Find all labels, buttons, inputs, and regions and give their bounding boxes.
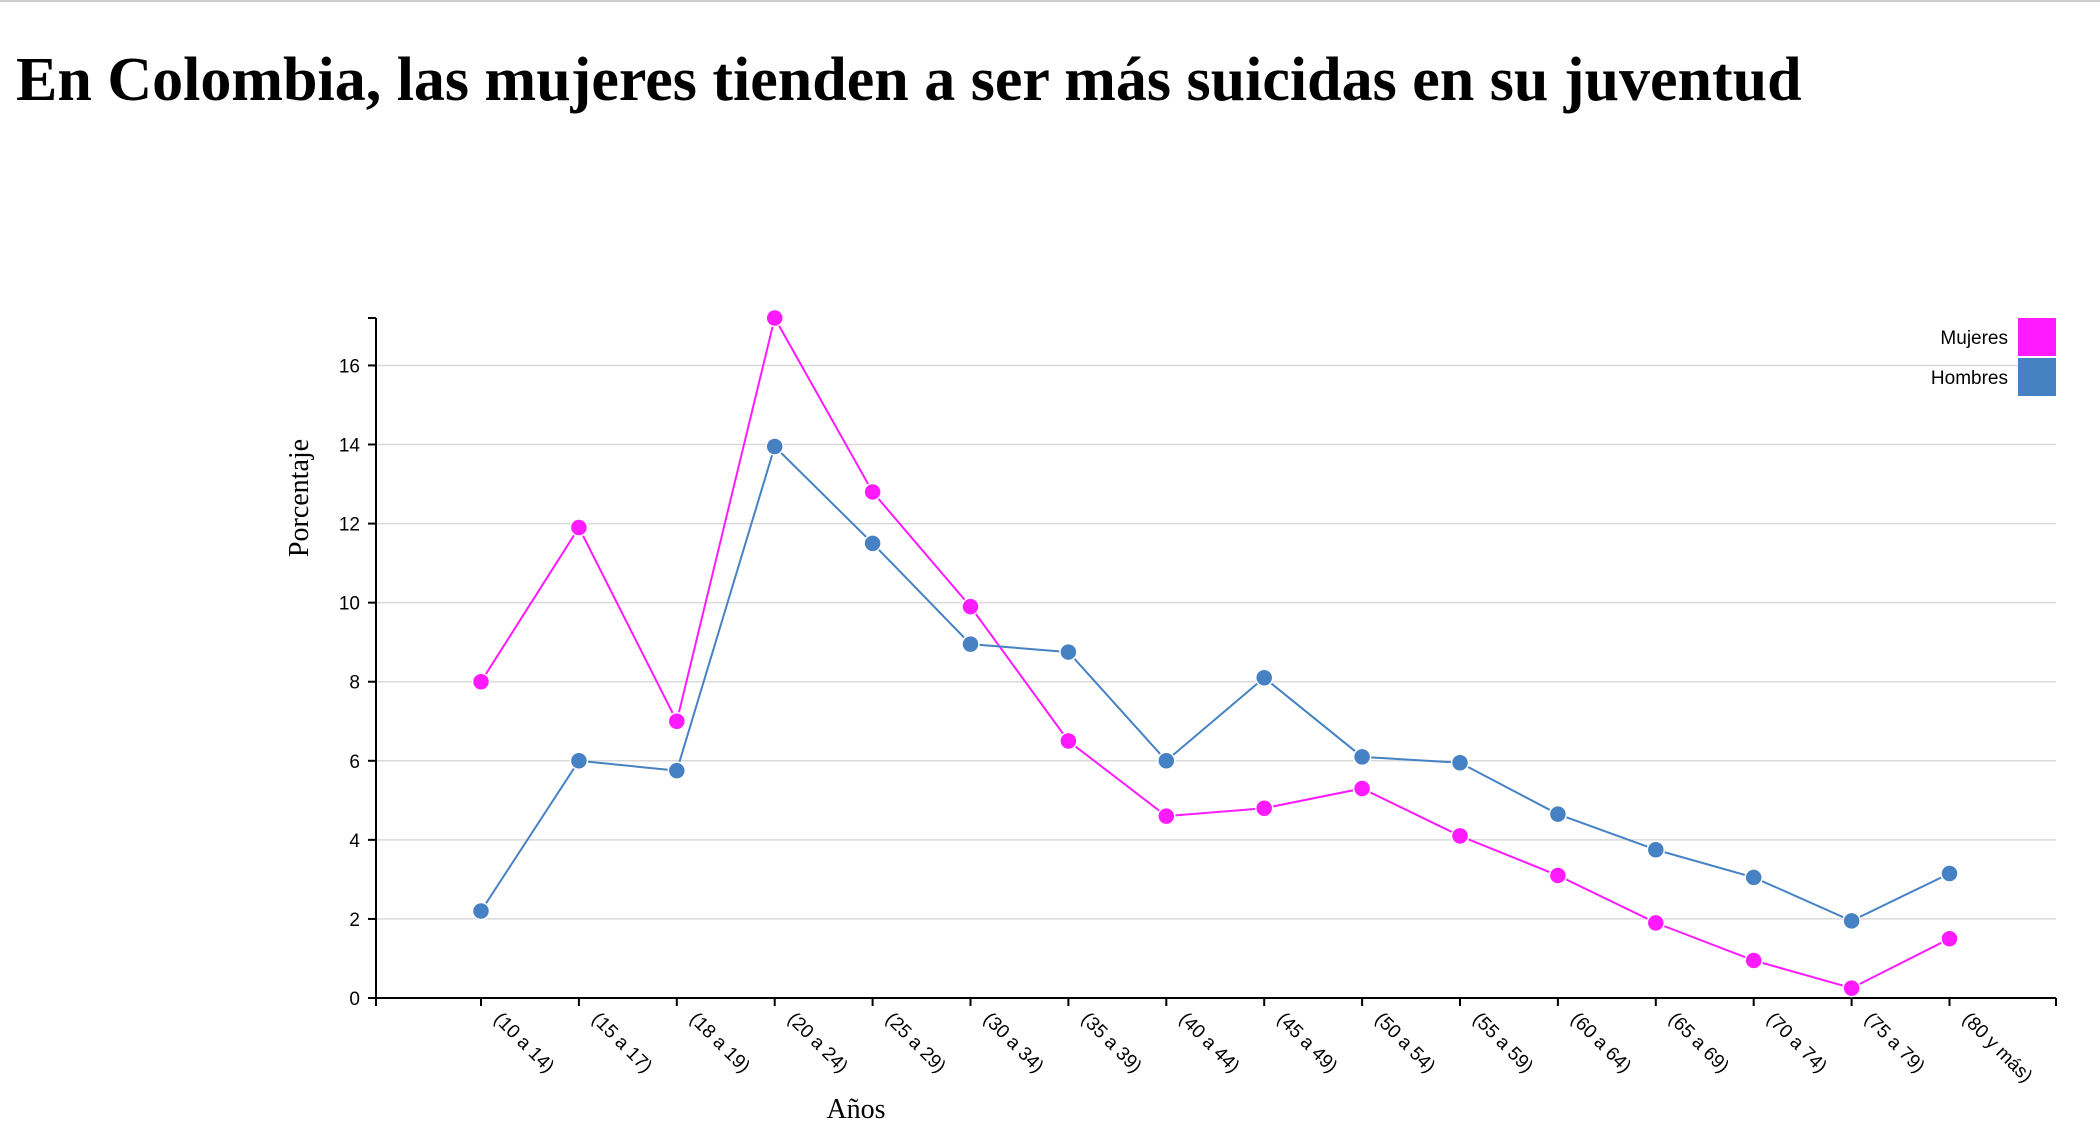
y-tick-label: 4 (349, 831, 360, 852)
series-group (471, 308, 1959, 998)
y-tick-label: 14 (339, 436, 361, 457)
data-point-hombres (1744, 868, 1763, 887)
x-tick-label: (30 a 34) (979, 1009, 1048, 1078)
data-point-hombres (1059, 642, 1078, 662)
gridlines (376, 364, 2056, 920)
data-point-mujeres (1450, 826, 1470, 846)
x-tick-label: (60 a 64) (1566, 1009, 1635, 1078)
data-point-mujeres (765, 308, 784, 328)
x-tick-label: (15 a 17) (587, 1009, 656, 1078)
y-tick-label: 10 (339, 594, 360, 615)
data-point-mujeres (1157, 806, 1176, 826)
data-point-mujeres (1646, 913, 1666, 933)
x-tick-label: (40 a 44) (1175, 1009, 1244, 1078)
x-tick-label: (70 a 74) (1762, 1009, 1831, 1078)
data-point-mujeres (961, 597, 980, 616)
data-point-mujeres (1352, 779, 1372, 798)
data-point-hombres (1940, 864, 1959, 883)
data-point-hombres (765, 437, 784, 456)
x-tick-label: (45 a 49) (1273, 1009, 1342, 1078)
data-point-hombres (1450, 753, 1470, 773)
y-tick-label: 6 (349, 752, 360, 773)
series-line-mujeres (480, 315, 1950, 990)
legend-label-mujeres: Mujeres (1940, 328, 2008, 349)
x-tick-label: (80 y más) (1958, 1009, 2036, 1087)
x-tick-label: (55 a 59) (1468, 1009, 1537, 1078)
y-axis-title: Porcentaje (284, 439, 315, 557)
data-point-hombres (1352, 747, 1372, 767)
data-point-mujeres (863, 482, 882, 502)
page-title: En Colombia, las mujeres tienden a ser m… (16, 46, 1802, 114)
data-point-mujeres (569, 518, 589, 537)
series-line-hombres (480, 444, 1950, 923)
legend: Mujeres Hombres (1931, 318, 2056, 396)
legend-label-hombres: Hombres (1931, 368, 2008, 389)
legend-swatch-hombres (2018, 358, 2056, 396)
data-point-mujeres (1940, 929, 1959, 948)
y-tick-label: 16 (339, 356, 360, 377)
x-tick-label: (25 a 29) (881, 1009, 950, 1078)
data-point-hombres (863, 534, 882, 553)
data-point-hombres (1842, 911, 1861, 931)
data-point-mujeres (1842, 978, 1861, 998)
data-point-hombres (667, 761, 687, 780)
legend-swatch-mujeres (2018, 318, 2056, 356)
x-axis: (10 a 14) (15 a 17) (18 a 19) (20 a 24) (25 … (375, 997, 2057, 1087)
data-point-hombres (1157, 751, 1176, 771)
y-tick-label: 2 (349, 910, 360, 931)
x-tick-label: (10 a 14) (489, 1009, 558, 1078)
data-point-mujeres (667, 712, 687, 731)
data-point-hombres (471, 901, 491, 921)
x-tick-label: (18 a 19) (685, 1009, 754, 1078)
y-tick-label: 8 (349, 673, 360, 694)
x-axis-title: Años (826, 1094, 885, 1125)
data-point-mujeres (1059, 731, 1078, 751)
x-tick-label: (20 a 24) (783, 1009, 852, 1078)
data-point-hombres (961, 634, 980, 654)
x-tick-label: (35 a 39) (1077, 1009, 1146, 1078)
x-tick-label: (75 a 79) (1860, 1009, 1929, 1078)
y-tick-label: 0 (349, 989, 360, 1010)
data-point-hombres (1254, 668, 1274, 688)
top-divider (0, 0, 2100, 2)
data-point-mujeres (1744, 951, 1763, 970)
x-tick-label: (50 a 54) (1371, 1009, 1440, 1078)
data-point-mujeres (1548, 866, 1568, 885)
y-axis: 0 2 4 6 8 10 12 14 16 (339, 317, 377, 1010)
data-point-hombres (1646, 840, 1666, 859)
y-tick-label: 12 (339, 515, 360, 536)
data-point-hombres (1548, 804, 1568, 824)
data-point-mujeres (1254, 798, 1274, 818)
data-point-hombres (569, 751, 589, 771)
x-tick-label: (65 a 69) (1664, 1009, 1733, 1078)
data-point-mujeres (471, 672, 491, 691)
